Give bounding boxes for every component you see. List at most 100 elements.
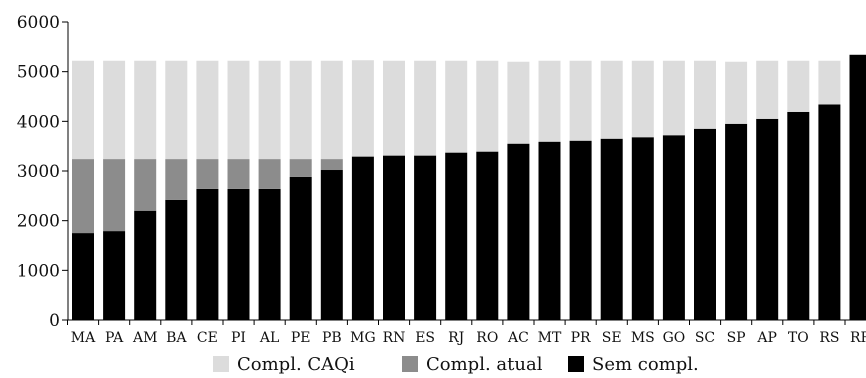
- bar-segment-am-sem-compl: [134, 210, 157, 320]
- bar-segment-am-compl-caqi: [134, 60, 157, 160]
- x-tick-label-al: AL: [259, 330, 279, 346]
- bar-segment-pe-compl-atual: [289, 159, 312, 177]
- bar-segment-pa-compl-caqi: [103, 60, 126, 160]
- bar-segment-ap-compl-caqi: [756, 60, 779, 119]
- x-tick-label-ap: AP: [756, 330, 777, 346]
- bar-segment-ro-sem-compl: [476, 151, 499, 320]
- bar-segment-sp-compl-caqi: [725, 61, 748, 124]
- bar-segment-rj-compl-caqi: [445, 60, 468, 153]
- bar-segment-ms-compl-caqi: [631, 60, 654, 138]
- legend: Compl. CAQi Compl. atual Sem compl.: [213, 354, 699, 375]
- bar-segment-go-sem-compl: [662, 135, 685, 320]
- x-tick-label-sc: SC: [695, 330, 715, 346]
- x-tick-label-ms: MS: [631, 330, 655, 346]
- bar-segment-ap-sem-compl: [756, 118, 779, 320]
- x-tick-label-se: SE: [602, 330, 622, 346]
- bar-segment-sp-sem-compl: [725, 123, 748, 320]
- bar-segment-al-compl-atual: [258, 159, 281, 189]
- x-tick-label-sp: SP: [727, 330, 746, 346]
- x-tick-label-go: GO: [663, 330, 686, 346]
- bar-segment-go-compl-caqi: [662, 60, 685, 136]
- bar-segment-ms-sem-compl: [631, 137, 654, 320]
- legend-label-compl-atual: Compl. atual: [426, 354, 543, 375]
- legend-label-compl-caqi: Compl. CAQi: [237, 354, 355, 375]
- bar-segment-pb-sem-compl: [320, 170, 343, 320]
- x-tick-label-rj: RJ: [448, 330, 464, 346]
- x-tick-label-ce: CE: [197, 330, 218, 346]
- bar-segment-ma-compl-caqi: [72, 60, 94, 160]
- x-tick-label-pe: PE: [291, 330, 311, 346]
- x-tick-label-pb: PB: [322, 330, 342, 346]
- x-tick-label-rs: RS: [819, 330, 839, 346]
- bar-segment-pb-compl-atual: [320, 159, 343, 171]
- bar-segment-rj-sem-compl: [445, 152, 468, 320]
- bar-segment-ba-compl-caqi: [165, 60, 188, 160]
- bar-segment-rn-compl-caqi: [383, 60, 405, 156]
- bar-segment-rr-sem-compl: [849, 54, 866, 320]
- y-tick-label-6000: 6000: [17, 13, 60, 33]
- bar-segment-ce-compl-atual: [196, 159, 219, 189]
- x-axis: MA PA AM BA CE PI AL PE PB MG RN ES RJ RO AC MT PR SE MS GO…: [67, 319, 866, 346]
- bar-segment-to-compl-caqi: [787, 60, 810, 112]
- x-tick-label-es: ES: [415, 330, 435, 346]
- bar-segment-rs-sem-compl: [818, 104, 841, 320]
- bar-segment-to-sem-compl: [787, 111, 810, 321]
- bar-segment-ba-sem-compl: [165, 199, 188, 320]
- bar-segment-mt-sem-compl: [538, 141, 561, 320]
- bar-segment-ac-compl-caqi: [507, 61, 530, 144]
- bar-segment-mg-compl-caqi: [351, 60, 374, 157]
- bar-segment-rs-compl-caqi: [818, 60, 841, 105]
- y-tick-label-5000: 5000: [17, 63, 60, 83]
- bar-segment-pr-compl-caqi: [569, 60, 592, 141]
- bar-segment-pe-sem-compl: [289, 176, 312, 320]
- bar-segment-rn-sem-compl: [383, 155, 405, 320]
- bar-segment-se-compl-caqi: [600, 60, 623, 139]
- y-tick-label-1000: 1000: [17, 261, 60, 281]
- x-tick-label-rr: RR: [850, 330, 866, 346]
- bar-segment-am-compl-atual: [134, 159, 157, 211]
- y-tick-label-0: 0: [49, 311, 60, 331]
- bar-segment-sc-sem-compl: [694, 128, 716, 320]
- y-axis: 0 1000 2000 3000 4000 5000 6000: [17, 13, 69, 331]
- bar-segment-pa-compl-atual: [103, 159, 126, 232]
- bar-segment-pi-compl-atual: [227, 159, 250, 189]
- legend-swatch-sem-compl: [568, 356, 584, 372]
- bar-segment-se-sem-compl: [600, 138, 623, 320]
- y-tick-label-4000: 4000: [17, 112, 60, 132]
- bar-segment-al-compl-caqi: [258, 60, 281, 160]
- bar-segment-al-sem-compl: [258, 188, 281, 320]
- x-tick-label-ro: RO: [476, 330, 498, 346]
- bar-segment-pi-compl-caqi: [227, 60, 250, 160]
- x-tick-label-ac: AC: [507, 330, 529, 346]
- bar-segment-ce-sem-compl: [196, 188, 219, 320]
- bar-segment-mt-compl-caqi: [538, 60, 561, 142]
- x-tick-label-pr: PR: [571, 330, 591, 346]
- bar-segment-ce-compl-caqi: [196, 60, 219, 160]
- x-tick-label-ba: BA: [166, 330, 187, 346]
- bar-segment-ac-sem-compl: [507, 143, 530, 320]
- legend-swatch-compl-atual: [402, 356, 418, 372]
- x-tick-label-rn: RN: [383, 330, 406, 346]
- bar-segment-sc-compl-caqi: [694, 60, 716, 129]
- bar-segment-mg-sem-compl: [351, 156, 374, 320]
- bars-group: [72, 54, 866, 321]
- bar-segment-es-compl-caqi: [414, 60, 437, 156]
- x-tick-label-pi: PI: [231, 330, 246, 346]
- bar-segment-ro-compl-caqi: [476, 60, 499, 152]
- bar-segment-ma-compl-atual: [72, 159, 94, 234]
- x-tick-label-pa: PA: [105, 330, 124, 346]
- legend-swatch-compl-caqi: [213, 356, 229, 372]
- bar-segment-es-sem-compl: [414, 155, 437, 320]
- bar-segment-ma-sem-compl: [72, 233, 94, 320]
- bar-segment-pe-compl-caqi: [289, 60, 312, 160]
- bar-segment-ba-compl-atual: [165, 159, 188, 200]
- y-tick-label-3000: 3000: [17, 162, 60, 182]
- x-tick-label-am: AM: [132, 330, 157, 346]
- x-tick-label-mt: MT: [538, 330, 562, 346]
- bar-segment-pa-sem-compl: [103, 231, 126, 320]
- bar-segment-pi-sem-compl: [227, 188, 250, 320]
- x-tick-label-ma: MA: [71, 330, 96, 346]
- x-tick-label-mg: MG: [350, 330, 376, 346]
